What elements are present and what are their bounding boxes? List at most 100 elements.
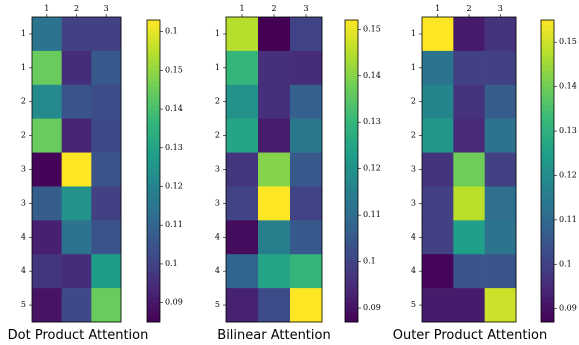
colorbar-segment xyxy=(345,261,358,268)
colorbar-segment xyxy=(147,236,160,242)
colorbar-segment xyxy=(541,191,554,197)
colorbar-segment xyxy=(147,316,160,323)
colorbar-segment xyxy=(541,110,554,117)
y-tick-label: 5 xyxy=(21,300,26,309)
colorbar-segment xyxy=(345,211,358,217)
colorbar-segment xyxy=(147,281,160,288)
colorbar-segment xyxy=(345,75,358,81)
y-tick-label: 1 xyxy=(215,29,220,38)
colorbar-segment xyxy=(147,160,160,167)
colorbar-segment xyxy=(147,211,160,217)
y-tick-label: 2 xyxy=(21,97,26,106)
colorbar-segment xyxy=(541,231,554,237)
colorbar-segment xyxy=(345,256,358,263)
heatmap-cell xyxy=(422,220,454,255)
colorbar-segment xyxy=(541,135,554,142)
colorbar-segment xyxy=(147,171,160,177)
heatmap-cell xyxy=(258,186,291,221)
colorbar-segment xyxy=(147,130,160,137)
colorbar-segment xyxy=(345,251,358,258)
colorbar-segment xyxy=(345,80,358,86)
y-tick-label: 4 xyxy=(21,232,26,241)
heatmap-cell xyxy=(32,220,62,255)
colorbar-segment xyxy=(541,251,554,258)
y-tick-label: 1 xyxy=(215,63,220,72)
heatmap-cell xyxy=(258,254,291,289)
colorbar-segment xyxy=(147,30,160,36)
heatmap-cell xyxy=(453,152,485,187)
x-tick-label: 2 xyxy=(271,4,276,13)
colorbar-segment xyxy=(345,236,358,242)
heatmap-cell xyxy=(453,84,485,119)
colorbar-segment xyxy=(147,95,160,102)
colorbar-segment xyxy=(541,140,554,147)
y-tick-label: 3 xyxy=(215,198,220,207)
colorbar-segment xyxy=(147,191,160,197)
colorbar-segment xyxy=(147,201,160,207)
colorbar-tick-label: 0.11 xyxy=(165,220,183,229)
colorbar-segment xyxy=(541,216,554,222)
colorbar-segment xyxy=(541,90,554,96)
colorbar-segment xyxy=(541,50,554,56)
colorbar-segment xyxy=(345,105,358,112)
colorbar-segment xyxy=(345,281,358,288)
colorbar-segment xyxy=(541,75,554,81)
y-tick-label: 2 xyxy=(411,97,416,106)
y-tick-label: 5 xyxy=(411,300,416,309)
x-tick-label: 2 xyxy=(466,4,471,13)
colorbar-segment xyxy=(541,306,554,313)
colorbar-segment xyxy=(345,140,358,147)
colorbar-segment xyxy=(147,120,160,127)
colorbar-segment xyxy=(147,176,160,182)
heatmap-cell xyxy=(290,118,323,153)
colorbar-segment xyxy=(147,276,160,283)
colorbar-tick-label: 0.09 xyxy=(165,298,183,307)
colorbar-segment xyxy=(541,100,554,107)
colorbar-tick-label: 0.14 xyxy=(165,104,183,113)
colorbar-segment xyxy=(541,276,554,283)
heatmap-cell xyxy=(32,17,62,52)
colorbar-tick-label: 0.15 xyxy=(559,37,577,46)
heatmap-cell xyxy=(290,152,323,187)
colorbar-segment xyxy=(541,246,554,253)
colorbar-segment xyxy=(147,296,160,303)
colorbar-segment xyxy=(541,176,554,182)
colorbar-segment xyxy=(541,165,554,172)
colorbar-tick-label: 0.12 xyxy=(165,181,183,190)
heatmap-cell xyxy=(484,186,517,221)
colorbar-segment xyxy=(147,145,160,152)
colorbar-segment xyxy=(345,271,358,278)
heatmap-cell xyxy=(484,254,517,289)
colorbar-segment xyxy=(541,181,554,187)
colorbar-segment xyxy=(345,20,358,26)
heatmap-cell xyxy=(258,152,291,187)
colorbar-segment xyxy=(147,150,160,157)
chart-title: Dot Product Attention xyxy=(8,328,149,343)
y-tick-label: 4 xyxy=(21,266,26,275)
heatmap-cell xyxy=(91,220,122,255)
heatmap-cell xyxy=(226,50,259,86)
colorbar-segment xyxy=(345,181,358,187)
y-tick-label: 1 xyxy=(21,29,26,38)
colorbar-segment xyxy=(345,306,358,313)
heatmap-cell xyxy=(258,288,291,323)
y-tick-label: 2 xyxy=(21,131,26,140)
heatmap-cell xyxy=(258,220,291,255)
colorbar-segment xyxy=(147,301,160,308)
colorbar-segment xyxy=(541,271,554,278)
colorbar-segment xyxy=(147,266,160,273)
heatmap-cell xyxy=(91,254,122,289)
y-tick-label: 4 xyxy=(411,266,416,275)
colorbar-segment xyxy=(541,20,554,26)
heatmap-cell xyxy=(258,50,291,86)
colorbar-segment xyxy=(147,115,160,122)
colorbar-frame xyxy=(540,19,555,323)
colorbar-segment xyxy=(541,45,554,51)
x-tick-label: 2 xyxy=(74,4,79,13)
colorbar-segment xyxy=(147,90,160,96)
heatmap-cell xyxy=(453,254,485,289)
colorbar-segment xyxy=(147,110,160,117)
heatmap-cell xyxy=(484,17,517,52)
heatmap-cell xyxy=(453,17,485,52)
colorbar-segment xyxy=(541,316,554,323)
